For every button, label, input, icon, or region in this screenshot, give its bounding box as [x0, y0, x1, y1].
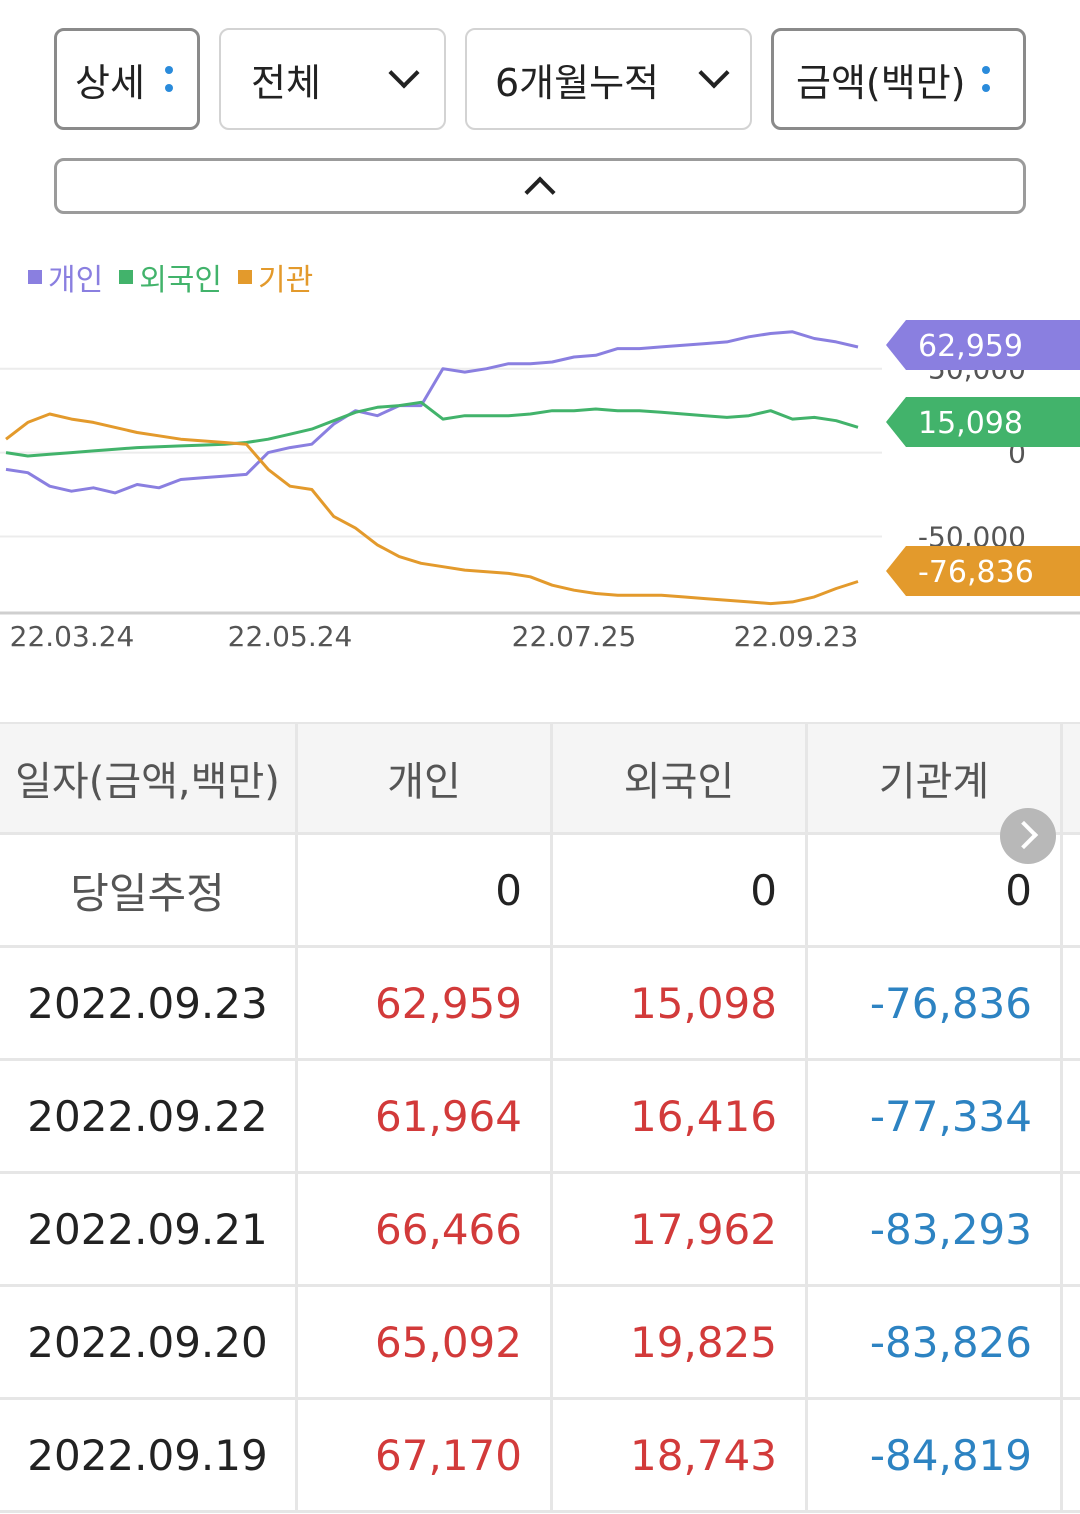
more-dots-icon — [981, 66, 990, 92]
series-line-0 — [5, 330, 859, 495]
header-spacer — [1063, 724, 1080, 832]
series-line-2 — [5, 412, 859, 606]
table-header: 일자(금액,백만) 개인 외국인 기관계 — [0, 722, 1080, 835]
header-date: 일자(금액,백만) — [0, 724, 298, 832]
series-last-value-tag: 15,098 — [886, 397, 1080, 447]
row-date: 2022.09.20 — [0, 1287, 298, 1397]
investor-table: 일자(금액,백만) 개인 외국인 기관계 당일추정 0 0 0 2022.09.… — [0, 722, 1080, 1513]
legend-swatch — [238, 270, 253, 284]
row-date: 2022.09.23 — [0, 948, 298, 1058]
row-foreign: 17,962 — [553, 1174, 808, 1284]
view-select[interactable]: 상세 — [54, 28, 200, 130]
table-row-estimate: 당일추정 0 0 0 — [0, 835, 1080, 948]
table-row: 2022.09.22 61,964 16,416 -77,334 — [0, 1061, 1080, 1174]
row-spacer — [1063, 1287, 1080, 1397]
x-tick-label: 22.07.25 — [512, 620, 637, 653]
legend-item-foreign: 외국인 — [119, 255, 222, 299]
table-row: 2022.09.20 65,092 19,825 -83,826 — [0, 1287, 1080, 1400]
chevron-down-icon — [388, 57, 420, 89]
estimate-foreign: 0 — [553, 835, 808, 945]
row-spacer — [1063, 948, 1080, 1058]
collapse-toggle-button[interactable] — [54, 158, 1026, 214]
tag-background — [886, 397, 1080, 447]
tag-background — [886, 320, 1080, 370]
filter-row: 상세 전체 6개월누적 금액(백만) — [54, 28, 1026, 130]
series-last-value-tag: -76,836 — [886, 546, 1080, 596]
legend-swatch — [119, 270, 134, 284]
row-individual: 61,964 — [298, 1061, 553, 1171]
row-spacer — [1063, 835, 1080, 945]
tag-value: -76,836 — [918, 555, 1034, 590]
row-foreign: 18,743 — [553, 1400, 808, 1510]
row-institution: -83,826 — [808, 1287, 1063, 1397]
chevron-down-icon — [698, 57, 730, 89]
x-tick-label: 22.09.23 — [734, 620, 859, 653]
tag-value: 15,098 — [918, 406, 1023, 441]
more-dots-icon — [164, 66, 173, 92]
scroll-right-button[interactable] — [1000, 808, 1056, 864]
unit-select-label: 금액(백만) — [796, 60, 966, 105]
series-line-1 — [5, 400, 859, 458]
series-last-value-tag: 62,959 — [886, 320, 1080, 370]
header-institution: 기관계 — [808, 724, 1063, 832]
legend-item-institution: 기관 — [238, 255, 313, 299]
legend-label: 기관 — [258, 263, 314, 298]
view-select-label: 상세 — [75, 60, 145, 105]
row-institution: -77,334 — [808, 1061, 1063, 1171]
row-date: 2022.09.21 — [0, 1174, 298, 1284]
row-foreign: 16,416 — [553, 1061, 808, 1171]
x-tick-label: 22.05.24 — [228, 620, 353, 653]
estimate-institution: 0 — [808, 835, 1063, 945]
tag-background — [886, 546, 1080, 596]
period-select-label: 6개월누적 — [495, 60, 660, 105]
row-institution: -76,836 — [808, 948, 1063, 1058]
row-individual: 65,092 — [298, 1287, 553, 1397]
chart-legend: 개인 외국인 기관 — [28, 255, 313, 299]
estimate-label: 당일추정 — [0, 835, 298, 945]
table-row: 2022.09.23 62,959 15,098 -76,836 — [0, 948, 1080, 1061]
legend-swatch — [28, 270, 42, 284]
row-individual: 67,170 — [298, 1400, 553, 1510]
legend-label: 개인 — [48, 263, 104, 298]
period-select[interactable]: 6개월누적 — [465, 28, 752, 130]
row-spacer — [1063, 1061, 1080, 1171]
row-date: 2022.09.19 — [0, 1400, 298, 1510]
unit-select[interactable]: 금액(백만) — [771, 28, 1026, 130]
row-institution: -83,293 — [808, 1174, 1063, 1284]
table-row: 2022.09.21 66,466 17,962 -83,293 — [0, 1174, 1080, 1287]
row-individual: 62,959 — [298, 948, 553, 1058]
table-row: 2022.09.19 67,170 18,743 -84,819 — [0, 1400, 1080, 1513]
header-foreign: 외국인 — [553, 724, 808, 832]
tag-value: 62,959 — [918, 329, 1023, 364]
chevron-up-icon — [524, 176, 556, 208]
scope-select-label: 전체 — [251, 60, 321, 105]
legend-item-individual: 개인 — [28, 255, 103, 299]
legend-label: 외국인 — [139, 263, 223, 298]
row-date: 2022.09.22 — [0, 1061, 298, 1171]
row-individual: 66,466 — [298, 1174, 553, 1284]
row-spacer — [1063, 1174, 1080, 1284]
estimate-individual: 0 — [298, 835, 553, 945]
row-foreign: 19,825 — [553, 1287, 808, 1397]
scope-select[interactable]: 전체 — [219, 28, 446, 130]
chevron-right-icon — [1009, 820, 1039, 850]
row-spacer — [1063, 1400, 1080, 1510]
row-institution: -84,819 — [808, 1400, 1063, 1510]
row-foreign: 15,098 — [553, 948, 808, 1058]
x-tick-label: 22.03.24 — [10, 620, 135, 653]
header-individual: 개인 — [298, 724, 553, 832]
